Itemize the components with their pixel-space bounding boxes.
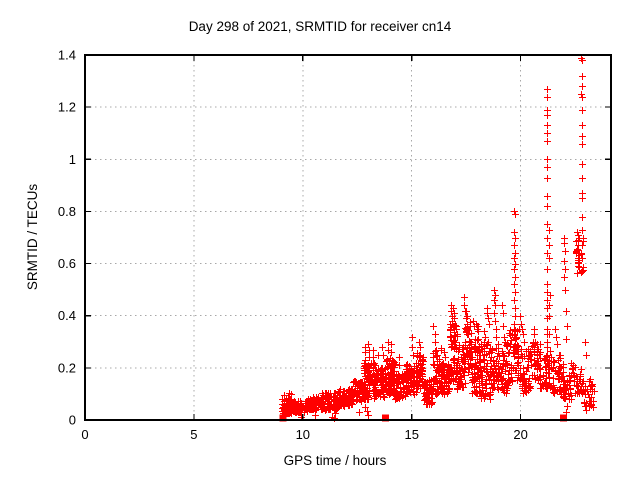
y-tick-label: 1.4 xyxy=(58,48,76,63)
y-tick-label: 0.6 xyxy=(58,256,76,271)
x-tick-label: 0 xyxy=(81,427,88,442)
x-tick-label: 10 xyxy=(296,427,310,442)
y-axis-label: SRMTID / TECUs xyxy=(25,184,40,291)
x-tick-label: 15 xyxy=(404,427,418,442)
grid-lines xyxy=(85,55,611,420)
tick-labels: 0 5 10 15 20 0 0.2 0.4 0.6 0.8 1 1.2 1.4 xyxy=(58,48,528,443)
y-tick-label: 0 xyxy=(69,413,76,428)
axes-and-ticks xyxy=(84,54,612,421)
y-tick-label: 0.2 xyxy=(58,360,76,375)
plot-border xyxy=(84,54,612,421)
srmtid-plus-markers xyxy=(279,55,598,422)
y-tick-label: 1 xyxy=(69,152,76,167)
x-tick-label: 5 xyxy=(190,427,197,442)
scatter-points xyxy=(279,55,598,422)
baseline-square-marker xyxy=(279,414,287,422)
x-axis-label: GPS time / hours xyxy=(284,453,387,468)
baseline-square-marker xyxy=(382,414,390,422)
baseline-square-marker xyxy=(560,414,568,422)
x-tick-label: 20 xyxy=(513,427,527,442)
y-tick-label: 0.4 xyxy=(58,308,76,323)
y-tick-label: 1.2 xyxy=(58,100,76,115)
y-tick-label: 0.8 xyxy=(58,204,76,219)
chart-title: Day 298 of 2021, SRMTID for receiver cn1… xyxy=(189,19,452,34)
